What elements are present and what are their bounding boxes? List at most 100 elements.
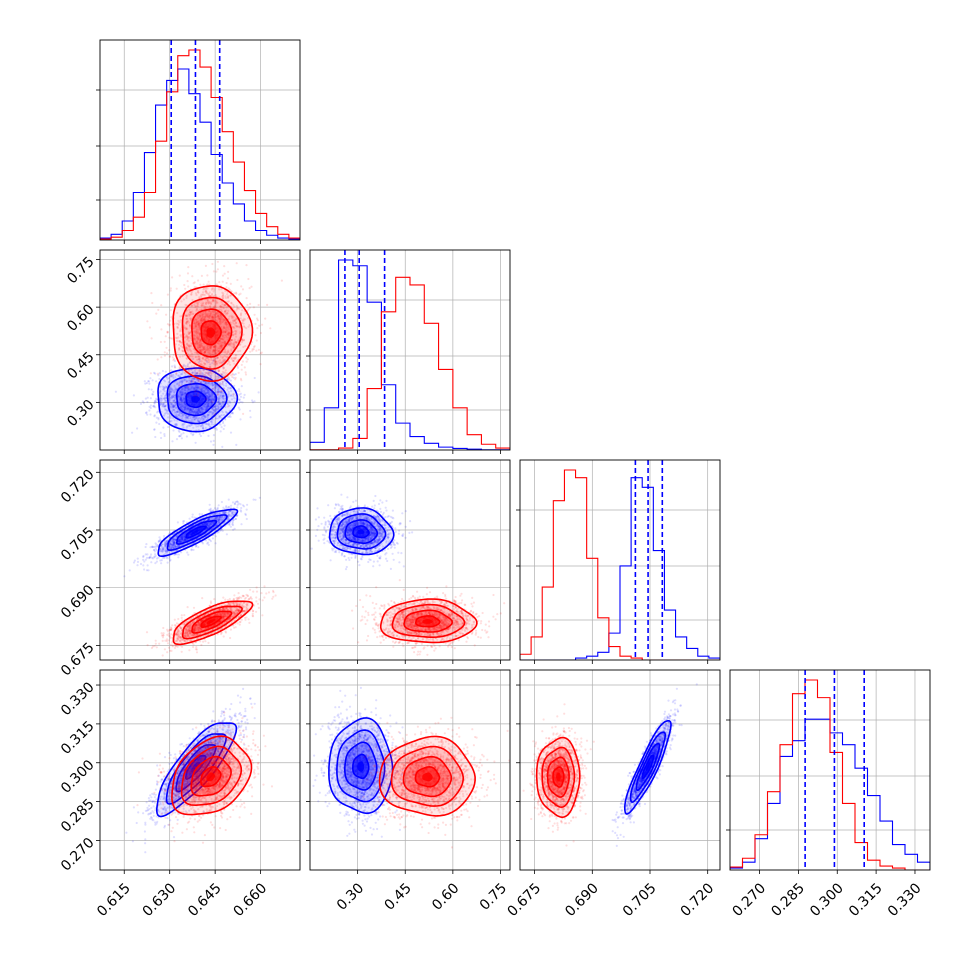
blue-point (212, 537, 214, 539)
red-point (197, 279, 199, 281)
blue-point (245, 514, 247, 516)
red-point (219, 386, 221, 388)
red-point (242, 360, 244, 362)
hist-panel-p0-bg (100, 40, 300, 240)
blue-point (240, 523, 242, 525)
red-point (179, 368, 181, 370)
red-point (232, 393, 234, 395)
red-point (169, 355, 171, 357)
red-point (165, 335, 167, 337)
blue-point (246, 509, 248, 511)
blue-point (177, 556, 179, 558)
red-point (174, 619, 176, 621)
blue-point (156, 417, 158, 419)
blue-point (155, 543, 157, 545)
red-point (181, 617, 183, 619)
blue-point (145, 543, 147, 545)
red-point (261, 324, 263, 326)
blue-point (162, 370, 164, 372)
red-point (193, 395, 195, 397)
blue-point (214, 507, 216, 509)
blue-point (240, 507, 242, 509)
blue-point (167, 426, 169, 428)
red-point (157, 373, 159, 375)
blue-point (148, 383, 150, 385)
blue-point (258, 391, 260, 393)
red-point (239, 293, 241, 295)
blue-point (215, 535, 217, 537)
blue-point (146, 401, 148, 403)
red-point (264, 318, 266, 320)
red-point (164, 341, 166, 343)
red-point (176, 372, 178, 374)
red-point (246, 297, 248, 299)
red-point (160, 356, 162, 358)
blue-point (147, 397, 149, 399)
blue-point (155, 422, 157, 424)
red-point (249, 589, 251, 591)
blue-point (142, 559, 144, 561)
blue-point (225, 506, 227, 508)
blue-point (213, 434, 215, 436)
red-point (199, 284, 201, 286)
blue-point (230, 416, 232, 418)
blue-point (137, 561, 139, 563)
red-point (215, 271, 217, 273)
red-point (224, 379, 226, 381)
red-point (147, 644, 149, 646)
blue-point (239, 408, 241, 410)
red-point (187, 285, 189, 287)
red-point (162, 654, 164, 656)
red-point (151, 302, 153, 304)
blue-point (192, 514, 194, 516)
hist-panel-p0 (96, 40, 300, 240)
red-point (178, 384, 180, 386)
blue-point (186, 551, 188, 553)
blue-point (171, 440, 173, 442)
blue-point (234, 502, 236, 504)
red-point (205, 265, 207, 267)
red-point (213, 387, 215, 389)
red-point (167, 294, 169, 296)
blue-point (154, 406, 156, 408)
red-point (201, 275, 203, 277)
red-point (269, 327, 271, 329)
red-point (238, 372, 240, 374)
blue-point (182, 522, 184, 524)
blue-point (162, 557, 164, 559)
blue-point (176, 438, 178, 440)
blue-point (115, 391, 117, 393)
blue-point (158, 378, 160, 380)
red-point (157, 309, 159, 311)
blue-point (152, 405, 154, 407)
red-point (227, 405, 229, 407)
red-point (260, 332, 262, 334)
red-point (168, 349, 170, 351)
blue-point (238, 388, 240, 390)
blue-point (192, 549, 194, 551)
blue-point (230, 505, 232, 507)
red-point (218, 281, 220, 283)
blue-point (212, 444, 214, 446)
blue-point (149, 413, 151, 415)
red-point (192, 380, 194, 382)
blue-point (209, 539, 211, 541)
red-point (149, 326, 151, 328)
red-point (184, 288, 186, 290)
blue-point (241, 385, 243, 387)
blue-point (156, 549, 158, 551)
blue-point (151, 393, 153, 395)
blue-point (151, 546, 153, 548)
red-point (227, 277, 229, 279)
red-point (238, 390, 240, 392)
blue-point (143, 568, 145, 570)
red-point (168, 324, 170, 326)
red-point (206, 274, 208, 276)
red-point (170, 290, 172, 292)
blue-point (239, 398, 241, 400)
blue-point (178, 435, 180, 437)
red-point (231, 376, 233, 378)
blue-point (140, 563, 142, 565)
